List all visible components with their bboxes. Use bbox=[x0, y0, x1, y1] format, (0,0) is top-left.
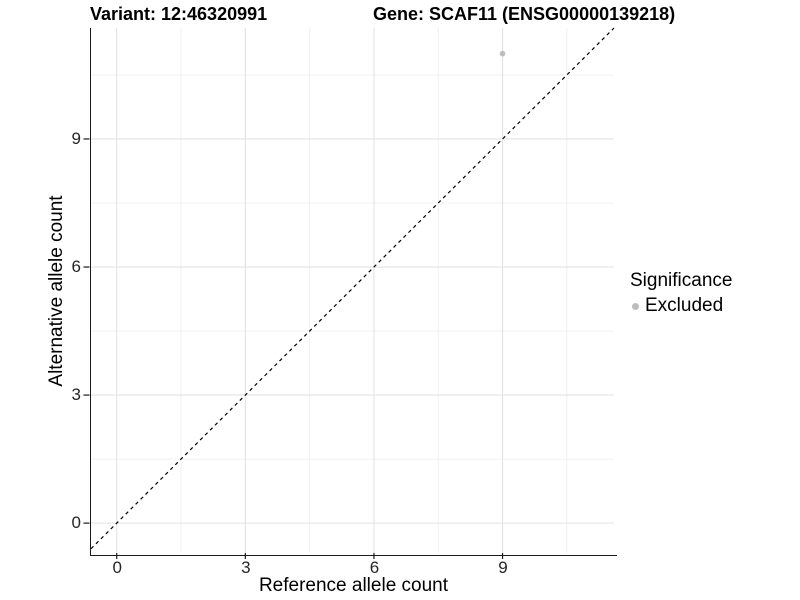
y-axis-title: Alternative allele count bbox=[46, 195, 67, 387]
legend-point-swatch bbox=[632, 302, 639, 310]
x-tick-label: 3 bbox=[241, 558, 251, 577]
plot-title-variant: Variant: 12:46320991 bbox=[90, 4, 268, 24]
legend-title: Significance bbox=[630, 270, 733, 291]
legend: Significance Excluded bbox=[630, 270, 732, 317]
x-tick-label: 9 bbox=[498, 558, 508, 577]
plot-title-gene: Gene: SCAF11 (ENSG00000139218) bbox=[373, 4, 676, 24]
legend-item-label: Excluded bbox=[645, 295, 724, 316]
x-tick-label: 6 bbox=[369, 558, 380, 577]
y-tick-label: 3 bbox=[71, 385, 81, 405]
identity-line bbox=[90, 27, 615, 550]
x-axis-title: Reference allele count bbox=[258, 575, 449, 596]
y-tick-label: 6 bbox=[71, 257, 81, 277]
data-point bbox=[499, 50, 506, 57]
x-tick-label: 0 bbox=[112, 558, 122, 577]
plot-panel bbox=[83, 27, 617, 559]
chart-canvas bbox=[83, 27, 615, 559]
y-tick-label: 0 bbox=[71, 513, 81, 533]
legend-item-excluded: Excluded bbox=[630, 295, 732, 317]
y-tick-label: 9 bbox=[71, 128, 81, 148]
